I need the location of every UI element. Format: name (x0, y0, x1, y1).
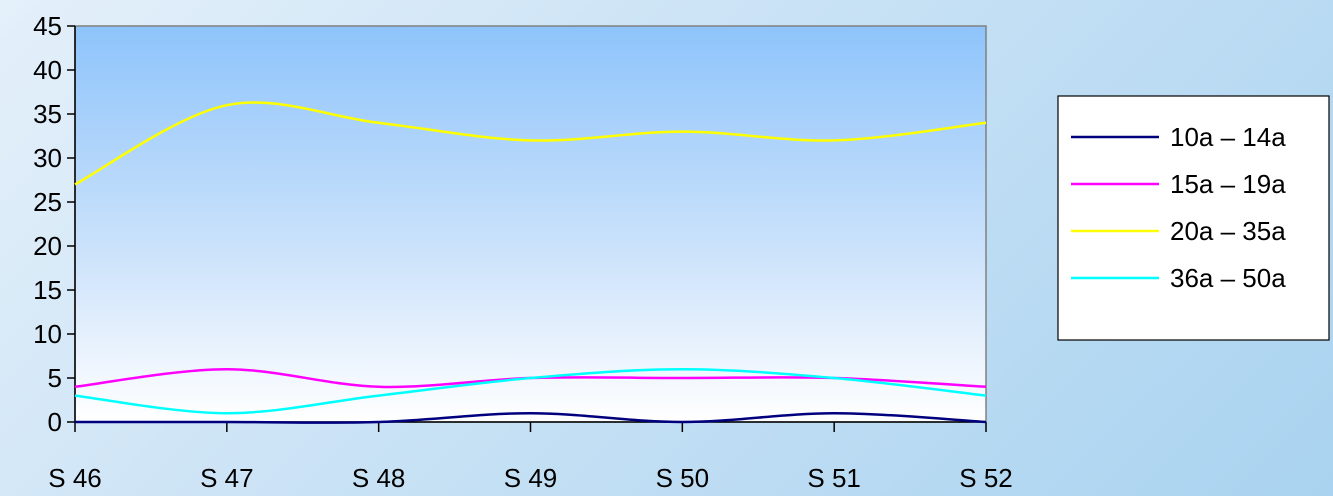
series-lines (74, 101, 987, 424)
legend-label: 20a – 35a (1170, 216, 1286, 246)
x-tick-label: S 51 (807, 463, 861, 493)
y-tick-label: 40 (33, 55, 62, 85)
y-tick-label: 15 (33, 275, 62, 305)
x-tick-label: S 49 (504, 463, 558, 493)
x-tick-label: S 46 (48, 463, 102, 493)
y-tick-label: 20 (33, 231, 62, 261)
axes: 0 5 10 15 20 25 30 35 40 45 S 46 S 47 S 48 S 49 S 50 S … (33, 11, 1013, 493)
y-tick-label: 30 (33, 143, 62, 173)
x-tick-label: S 47 (200, 463, 254, 493)
y-tick-label: 35 (33, 99, 62, 129)
y-tick-label: 0 (48, 407, 62, 437)
series-line-3 (74, 101, 987, 186)
x-tick-label: S 48 (352, 463, 406, 493)
legend-label: 15a – 19a (1170, 169, 1286, 199)
series-line-1 (74, 411, 987, 424)
legend: 10a – 14a 15a – 19a 20a – 35a 36a – 50a (1057, 95, 1330, 341)
x-tick-label: S 52 (959, 463, 1013, 493)
y-tick-label: 45 (33, 11, 62, 41)
series-line-4 (74, 367, 987, 415)
legend-label: 10a – 14a (1170, 122, 1286, 152)
y-tick-label: 10 (33, 319, 62, 349)
y-tick-label: 5 (48, 363, 62, 393)
legend-label: 36a – 50a (1170, 263, 1286, 293)
x-tick-label: S 50 (656, 463, 710, 493)
plot-area (74, 25, 987, 423)
y-tick-label: 25 (33, 187, 62, 217)
